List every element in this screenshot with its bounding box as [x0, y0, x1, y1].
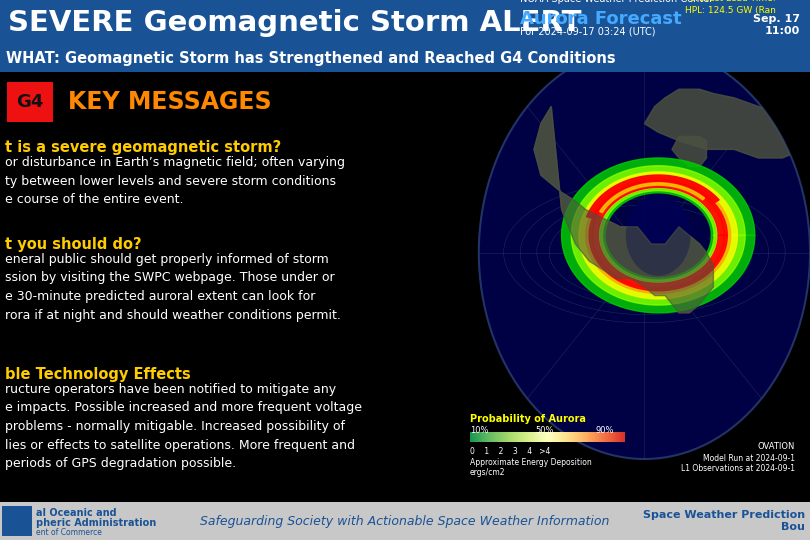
Text: Safeguarding Society with Actionable Space Weather Information: Safeguarding Society with Actionable Spa…: [200, 515, 610, 528]
Text: G4: G4: [16, 93, 44, 111]
Text: SEVERE Geomagnetic Storm ALERT: SEVERE Geomagnetic Storm ALERT: [8, 9, 582, 37]
Bar: [0, 46, 810, 72]
Circle shape: [479, 46, 810, 459]
Circle shape: [626, 195, 691, 276]
Text: t you should do?: t you should do?: [5, 237, 142, 252]
Text: Sep. 17: Sep. 17: [753, 14, 800, 24]
Bar: [0, 0, 810, 46]
Polygon shape: [589, 180, 727, 291]
Text: Approximate Energy Deposition
ergs/cm2: Approximate Energy Deposition ergs/cm2: [470, 458, 592, 477]
Text: WHAT: Geomagnetic Storm has Strengthened and Reached G4 Conditions: WHAT: Geomagnetic Storm has Strengthened…: [6, 51, 616, 66]
Polygon shape: [599, 183, 705, 213]
Text: L1 Observations at 2024-09-1: L1 Observations at 2024-09-1: [681, 464, 795, 473]
Text: 10%: 10%: [470, 426, 488, 435]
Text: OVATION: OVATION: [757, 442, 795, 451]
Text: t is a severe geomagnetic storm?: t is a severe geomagnetic storm?: [5, 140, 281, 155]
Text: ble Technology Effects: ble Technology Effects: [5, 367, 190, 382]
Text: 90%: 90%: [595, 426, 613, 435]
Text: NOAA Space Weather Prediction Center: NOAA Space Weather Prediction Center: [520, 0, 714, 4]
Text: pheric Administration: pheric Administration: [36, 518, 156, 528]
Text: ructure operators have been notified to mitigate any
e impacts. Possible increas: ructure operators have been notified to …: [5, 383, 362, 470]
Polygon shape: [672, 137, 706, 167]
Text: ent of Commerce: ent of Commerce: [36, 528, 102, 537]
Text: Forecast Lead Time:: Forecast Lead Time:: [685, 0, 776, 3]
Text: HPL: 124.5 GW (Ran: HPL: 124.5 GW (Ran: [685, 6, 776, 15]
Text: Space Weather Prediction: Space Weather Prediction: [643, 510, 805, 520]
Bar: [0, 72, 810, 502]
Text: 0    1    2    3    4   >4: 0 1 2 3 4 >4: [470, 447, 550, 456]
Polygon shape: [645, 89, 810, 158]
Bar: [7, 82, 53, 122]
Polygon shape: [592, 182, 725, 288]
Text: 50%: 50%: [535, 426, 553, 435]
Bar: [0, 502, 810, 540]
Text: For 2024-09-17 03:24 (UTC): For 2024-09-17 03:24 (UTC): [520, 26, 655, 36]
Polygon shape: [534, 106, 714, 313]
Text: Model Run at 2024-09-1: Model Run at 2024-09-1: [703, 454, 795, 463]
Text: Aurora Forecast: Aurora Forecast: [520, 10, 682, 28]
Text: al Oceanic and: al Oceanic and: [36, 508, 117, 518]
Polygon shape: [586, 175, 719, 219]
Text: KEY MESSAGES: KEY MESSAGES: [68, 90, 271, 114]
Text: Bou: Bou: [781, 522, 805, 532]
Polygon shape: [586, 177, 731, 293]
Polygon shape: [534, 106, 714, 313]
Polygon shape: [561, 158, 755, 313]
Polygon shape: [579, 172, 737, 299]
Polygon shape: [571, 166, 745, 305]
Text: eneral public should get properly informed of storm
ssion by visiting the SWPC w: eneral public should get properly inform…: [5, 253, 341, 321]
Text: Probability of Aurora: Probability of Aurora: [470, 414, 586, 424]
Bar: [2, 506, 32, 536]
Text: 11:00: 11:00: [765, 26, 800, 36]
Text: or disturbance in Earth’s magnetic field; often varying
ty between lower levels : or disturbance in Earth’s magnetic field…: [5, 156, 345, 206]
